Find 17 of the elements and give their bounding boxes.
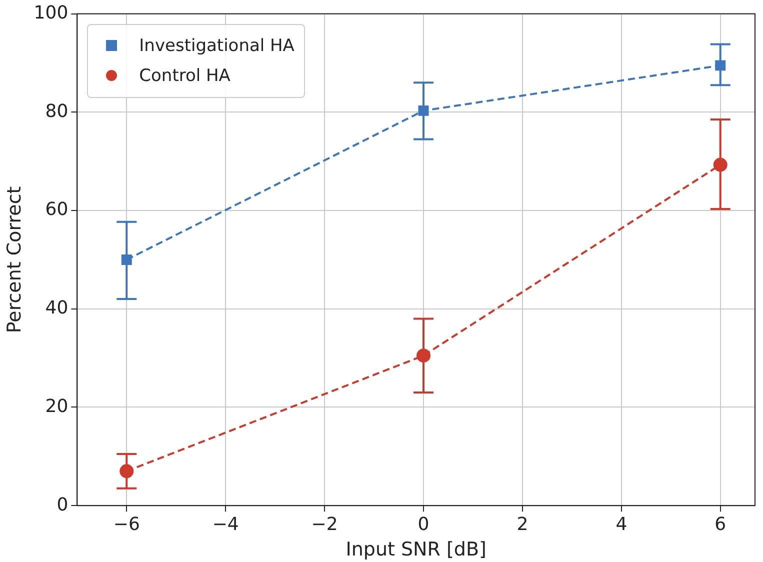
legend-label: Investigational HA xyxy=(139,36,294,56)
legend-label: Control HA xyxy=(139,66,230,86)
y-tick-label: 0 xyxy=(56,494,68,516)
y-tick-label: 20 xyxy=(45,396,68,417)
x-tick-label: 2 xyxy=(516,514,528,536)
x-tick-label: −6 xyxy=(113,514,140,536)
x-axis-title: Input SNR [dB] xyxy=(346,538,486,561)
y-tick-label: 60 xyxy=(45,199,68,220)
y-tick-label: 40 xyxy=(45,298,68,319)
y-tick-label: 100 xyxy=(34,2,68,24)
x-tick-label: −2 xyxy=(311,514,338,536)
x-tick-label: 4 xyxy=(616,514,628,536)
y-tick-label: 80 xyxy=(45,100,68,122)
x-tick-label: 0 xyxy=(418,514,430,536)
y-axis-title: Percent Correct xyxy=(3,186,26,334)
x-tick-label: 6 xyxy=(714,514,726,536)
x-tick-label: −4 xyxy=(212,514,239,536)
